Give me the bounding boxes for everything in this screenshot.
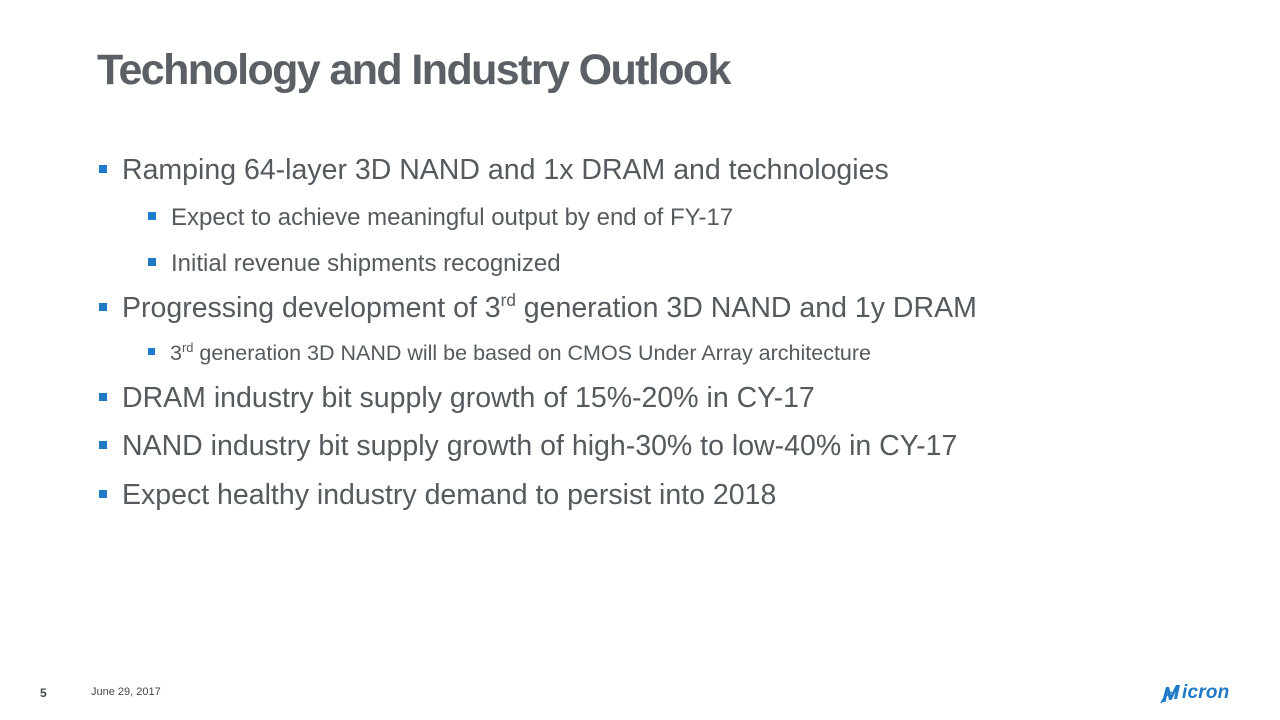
bullet-marker-icon xyxy=(99,165,107,173)
bullet-marker-icon xyxy=(148,258,156,266)
bullet-text: Expect healthy industry demand to persis… xyxy=(122,479,777,511)
bullet-marker-icon xyxy=(99,441,107,449)
logo-wordmark: icron xyxy=(1182,682,1230,703)
bullet-text: Initial revenue shipments recognized xyxy=(171,250,561,277)
bullet-marker-icon xyxy=(99,303,107,311)
bullet-marker-icon xyxy=(148,212,156,220)
bullet-text: 3rd generation 3D NAND will be based on … xyxy=(170,339,871,365)
micron-logo: icron xyxy=(1160,678,1260,708)
bullet-ramping: Ramping 64-layer 3D NAND and 1x DRAM and… xyxy=(99,154,889,187)
bullet-marker-icon xyxy=(99,393,107,401)
subbullet-cmos-under-array: 3rd generation 3D NAND will be based on … xyxy=(148,339,871,366)
bullet-nand-supply: NAND industry bit supply growth of high-… xyxy=(99,430,957,463)
bullet-text: Ramping 64-layer 3D NAND and 1x DRAM and… xyxy=(122,154,889,186)
slide-title: Technology and Industry Outlook xyxy=(97,46,731,94)
bullet-text: NAND industry bit supply growth of high-… xyxy=(122,430,958,462)
bullet-text: DRAM industry bit supply growth of 15%-2… xyxy=(122,382,815,414)
bullet-dram-supply: DRAM industry bit supply growth of 15%-2… xyxy=(99,382,815,415)
bullet-marker-icon xyxy=(99,490,107,498)
bullet-marker-icon xyxy=(148,348,155,355)
footer-date: June 29, 2017 xyxy=(91,686,161,698)
subbullet-expect-output: Expect to achieve meaningful output by e… xyxy=(148,204,733,232)
page-number: 5 xyxy=(40,686,47,700)
bullet-progressing: Progressing development of 3rd generatio… xyxy=(99,290,977,325)
bullet-text: Progressing development of 3rd generatio… xyxy=(122,290,977,324)
bullet-demand: Expect healthy industry demand to persis… xyxy=(99,479,776,512)
bullet-text: Expect to achieve meaningful output by e… xyxy=(171,204,734,231)
micron-m-icon xyxy=(1160,685,1180,704)
subbullet-revenue-shipments: Initial revenue shipments recognized xyxy=(148,250,561,278)
